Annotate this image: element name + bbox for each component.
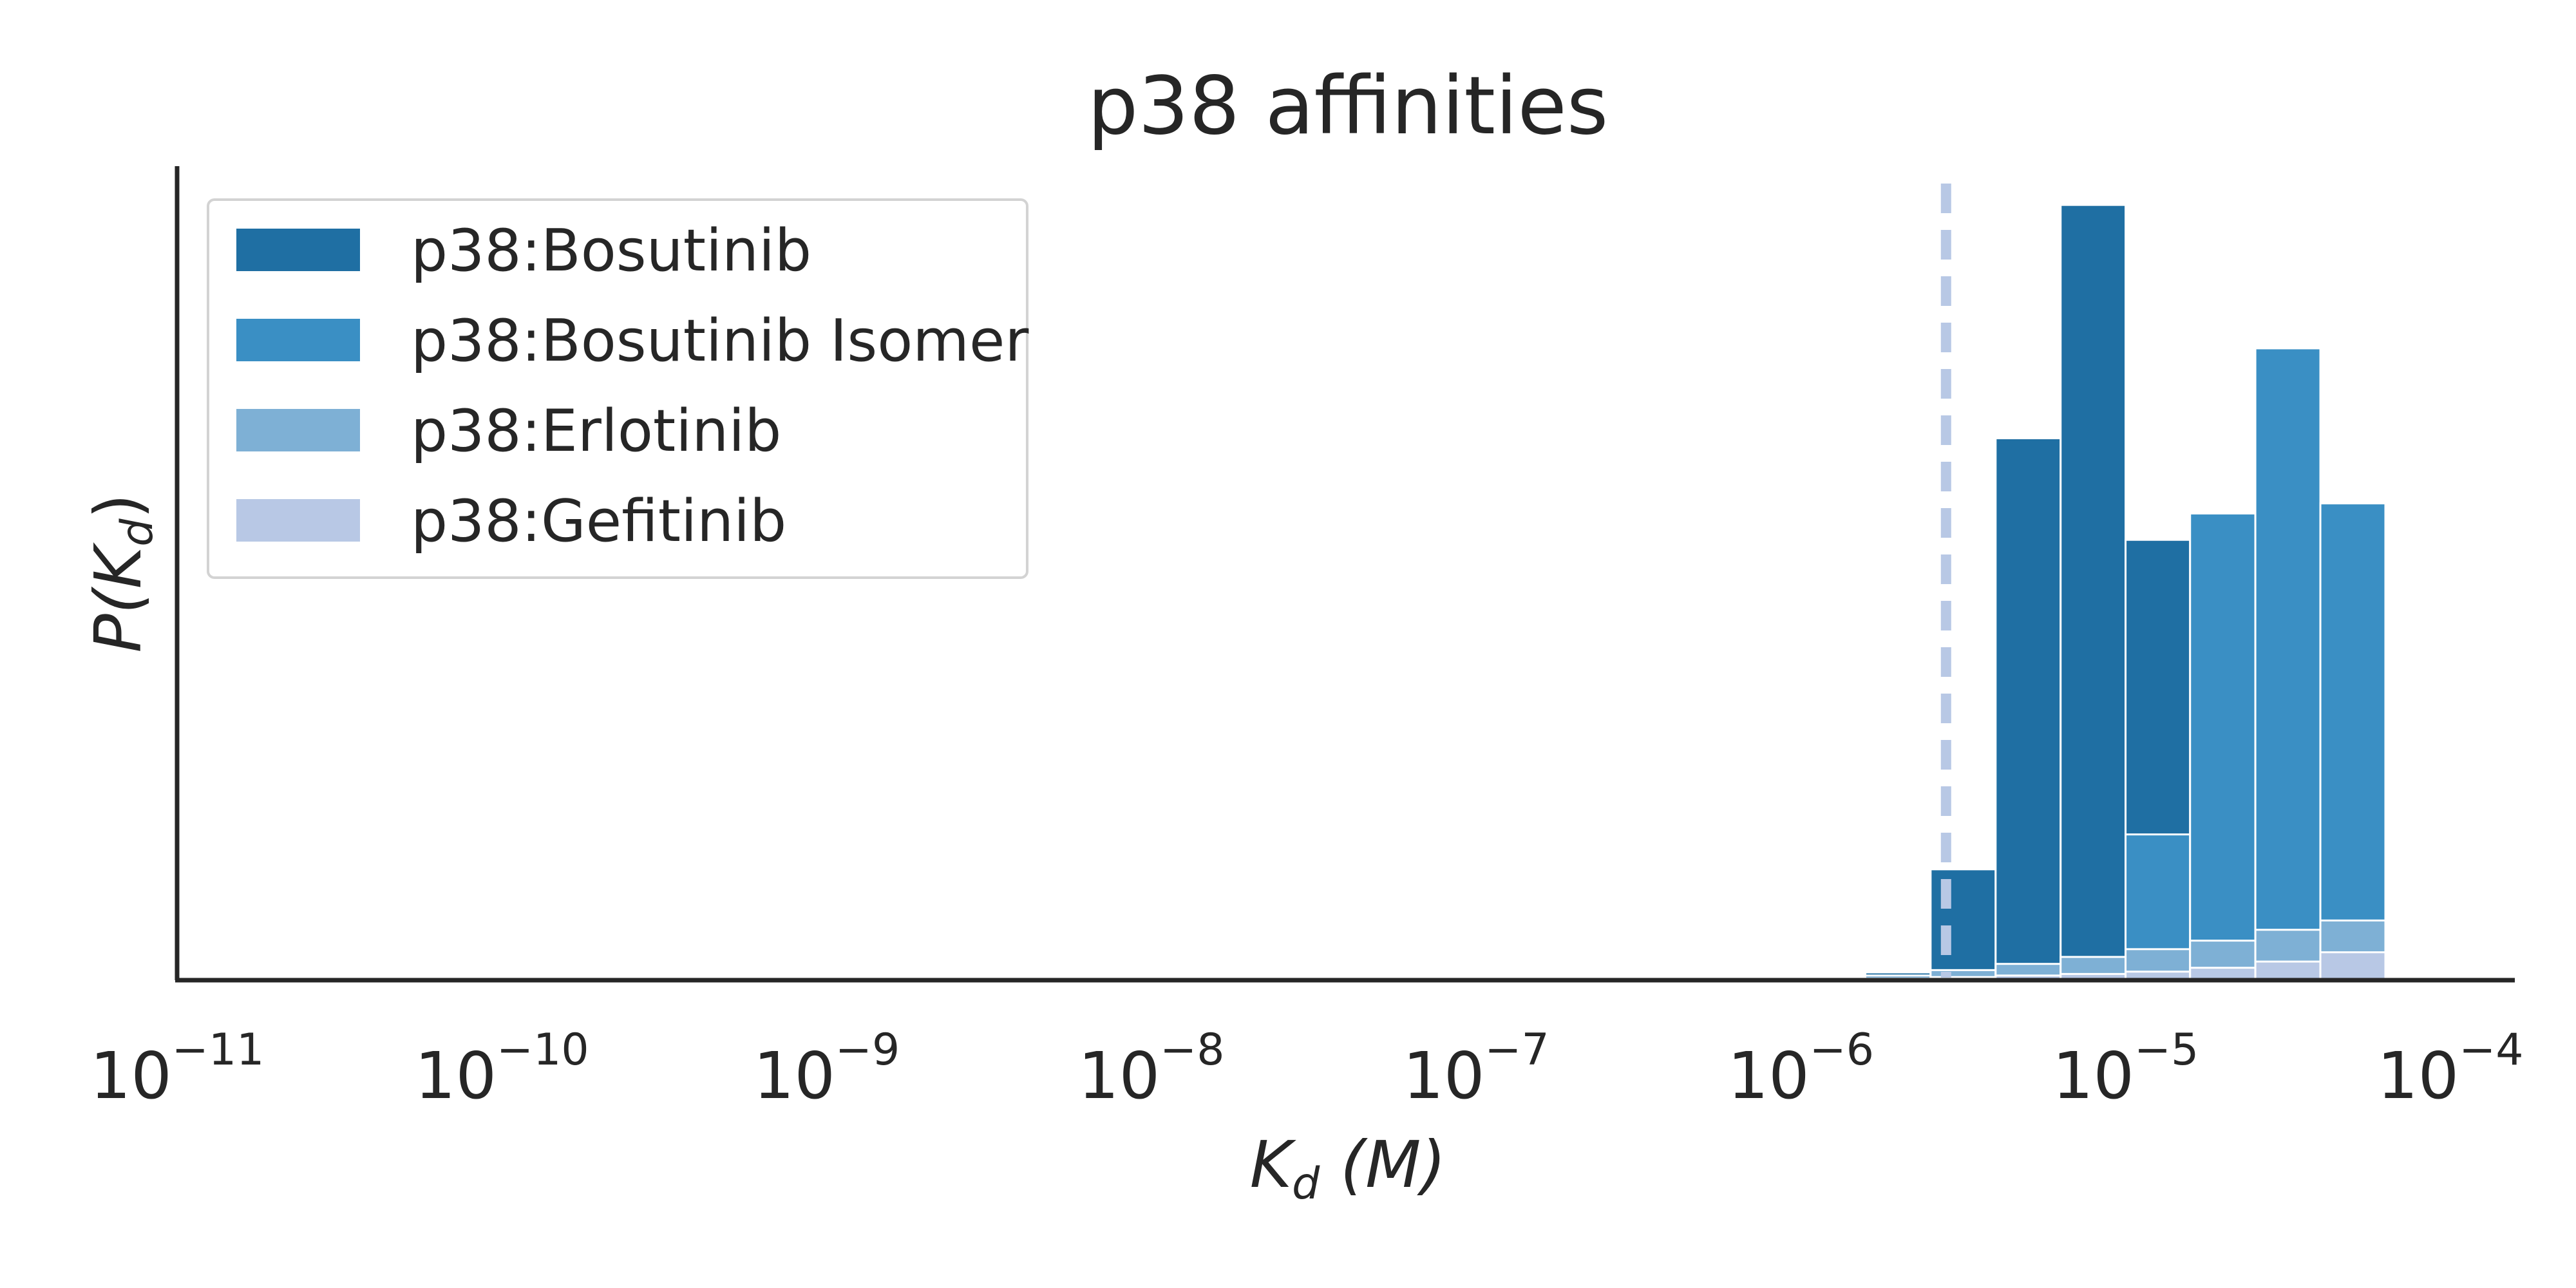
x-tick-exponent: −4: [2459, 1025, 2523, 1075]
x-tick-base: 10: [1728, 1038, 1810, 1113]
x-tick-label-4: 10−7: [1403, 1025, 1549, 1113]
x-tick-base: 10: [2052, 1038, 2134, 1113]
x-tick-exponent: −8: [1160, 1025, 1224, 1075]
legend-label-2: p38:Erlotinib: [411, 397, 781, 465]
x-axis-label-main: K: [1250, 1127, 1297, 1202]
y-axis-label-main: P(K: [80, 542, 156, 652]
y-axis-label-close: ): [80, 493, 156, 518]
legend-items: p38:Bosutinib p38:Bosutinib Isomer p38:Erl…: [236, 217, 1028, 555]
legend: p38:Bosutinib p38:Bosutinib Isomer p38:Erl…: [207, 198, 1028, 579]
bar-p38-bosutinib-isomer-bin-5: [2189, 512, 2257, 981]
legend-swatch-1: [236, 319, 360, 361]
x-tick-base: 10: [415, 1038, 497, 1113]
bar-p38-bosutinib-isomer-bin-7: [2319, 502, 2387, 981]
x-tick-exponent: −11: [172, 1025, 265, 1075]
x-tick-exponent: −5: [2134, 1025, 2199, 1075]
bar-p38-bosutinib-isomer-bin-6: [2254, 347, 2322, 981]
x-axis-label-unit: (M): [1320, 1127, 1446, 1202]
bar-p38-bosutinib-bin-1: [1929, 868, 1997, 981]
bars-layer: [1864, 204, 2387, 981]
x-tick-base: 10: [1403, 1038, 1484, 1113]
x-tick-exponent: −6: [1810, 1025, 1874, 1075]
x-tick-base: 10: [753, 1038, 835, 1113]
legend-label-0: p38:Bosutinib: [411, 217, 811, 285]
x-tick-label-2: 10−9: [753, 1025, 900, 1113]
legend-swatch-3: [236, 499, 360, 542]
x-tick-labels: 10−11 10−10 10−9 10−8 10−7 10−6 10−5 10−4: [90, 1025, 2524, 1113]
legend-swatch-0: [236, 229, 360, 271]
x-tick-exponent: −9: [835, 1025, 900, 1075]
x-tick-base: 10: [1078, 1038, 1160, 1113]
legend-frame: [207, 198, 1028, 579]
chart-title: p38 affinities: [1088, 60, 1609, 153]
legend-swatch-2: [236, 409, 360, 451]
x-tick-base: 10: [2377, 1038, 2459, 1113]
x-axis-label-sub: d: [1292, 1159, 1320, 1209]
x-tick-base: 10: [90, 1038, 172, 1113]
x-tick-label-0: 10−11: [90, 1025, 265, 1113]
legend-label-1: p38:Bosutinib Isomer: [411, 307, 1028, 375]
bar-p38-bosutinib-bin-3: [2060, 204, 2127, 981]
y-axis-label-sub: d: [112, 518, 163, 547]
bar-p38-gefitinib-bin-6: [2254, 960, 2322, 981]
legend-label-3: p38:Gefitinib: [411, 488, 786, 555]
x-axis-label: Kd (M): [1250, 1127, 1446, 1209]
x-tick-label-3: 10−8: [1078, 1025, 1225, 1113]
x-tick-label-5: 10−6: [1728, 1025, 1875, 1113]
x-tick-exponent: −7: [1485, 1025, 1549, 1075]
bar-p38-gefitinib-bin-7: [2319, 951, 2387, 981]
x-tick-label-6: 10−5: [2052, 1025, 2199, 1113]
x-tick-label-1: 10−10: [415, 1025, 589, 1113]
x-tick-exponent: −10: [497, 1025, 589, 1075]
x-tick-label-7: 10−4: [2377, 1025, 2524, 1113]
bar-p38-bosutinib-bin-2: [1994, 437, 2062, 981]
y-axis-label: P(Kd): [80, 493, 163, 652]
